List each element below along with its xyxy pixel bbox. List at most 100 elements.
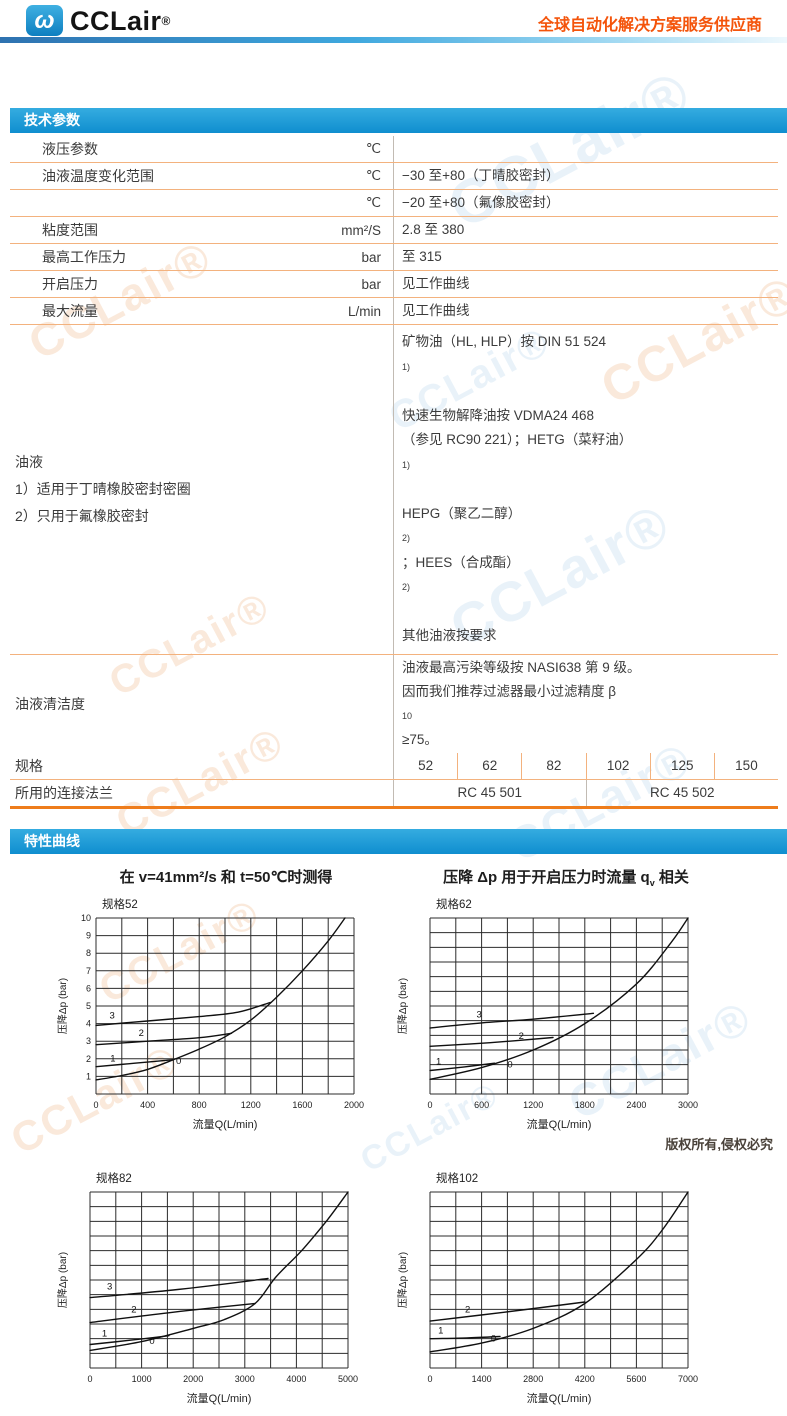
svg-text:7000: 7000 — [678, 1374, 698, 1384]
param-value: 见工作曲线 — [393, 298, 778, 324]
param-unit: bar — [361, 276, 381, 292]
table-row-spec: 规格 52 62 82 102 125 150 — [10, 752, 778, 780]
svg-text:6: 6 — [86, 983, 91, 993]
svg-text:3: 3 — [107, 1281, 112, 1292]
param-value: 见工作曲线 — [393, 271, 778, 297]
brand-logo: ω CCLair® — [26, 5, 171, 38]
param-unit: mm²/S — [341, 222, 381, 238]
param-value: 油液最高污染等级按 NASI638 第 9 级。 因而我们推荐过滤器最小过滤精度 … — [393, 654, 778, 753]
table-row: 开启压力 bar 见工作曲线 — [10, 271, 778, 298]
param-value: 2.8 至 380 — [393, 217, 778, 243]
svg-text:规格52: 规格52 — [102, 897, 138, 911]
param-unit: bar — [361, 249, 381, 265]
svg-text:规格102: 规格102 — [436, 1171, 478, 1185]
svg-text:2: 2 — [139, 1027, 144, 1038]
param-label: 粘度范围 — [42, 222, 98, 238]
table-row: 粘度范围 mm²/S 2.8 至 380 — [10, 217, 778, 244]
svg-text:流量Q(L/min): 流量Q(L/min) — [187, 1391, 252, 1405]
chart-size-62: 规格62 0 600 1200 1800 2400 3000 流量Q(L/min) 压降Δp (… — [396, 894, 736, 1142]
svg-text:2400: 2400 — [626, 1100, 646, 1110]
registered-mark: ® — [161, 14, 171, 28]
param-unit: ℃ — [365, 168, 381, 183]
chart-size-52: 规格52 1 2 3 4 5 6 7 8 9 10 0 400 800 1200 1600 2000 流量Q(L/… — [56, 894, 396, 1142]
brand-logo-icon: ω — [26, 5, 63, 36]
svg-text:600: 600 — [474, 1100, 489, 1110]
flange-cell: RC 45 501 — [457, 785, 523, 800]
svg-text:1200: 1200 — [241, 1100, 261, 1110]
svg-text:0: 0 — [491, 1333, 496, 1344]
curves-subtitle-left: 在 v=41mm²/s 和 t=50℃时测得 — [119, 868, 333, 886]
svg-text:0: 0 — [427, 1374, 432, 1384]
table-row-flange: 所用的连接法兰 RC 45 501 RC 45 502 — [10, 779, 779, 806]
svg-text:1400: 1400 — [472, 1374, 492, 1384]
svg-text:1: 1 — [86, 1071, 91, 1081]
svg-text:10: 10 — [81, 913, 91, 923]
param-unit: ℃ — [365, 195, 381, 210]
copyright-notice: 版权所有,侵权必究 — [665, 1137, 773, 1152]
table-row: 液压参数 ℃ — [10, 136, 778, 163]
svg-text:0: 0 — [176, 1056, 181, 1067]
svg-text:1: 1 — [436, 1056, 441, 1067]
spec-size-cell: 52 — [418, 758, 434, 773]
table-row: 油液温度变化范围 ℃ −30 至+80（丁晴胶密封） — [10, 163, 778, 190]
svg-text:规格62: 规格62 — [436, 897, 472, 911]
param-label: 开启压力 — [42, 276, 98, 292]
svg-text:压降Δp (bar): 压降Δp (bar) — [56, 1251, 69, 1307]
svg-text:流量Q(L/min): 流量Q(L/min) — [527, 1117, 592, 1131]
svg-text:5600: 5600 — [626, 1374, 646, 1384]
curves-charts: 规格52 1 2 3 4 5 6 7 8 9 10 0 400 800 1200 1600 2000 流量Q(L/… — [56, 894, 787, 1416]
svg-text:2000: 2000 — [183, 1374, 203, 1384]
svg-text:1: 1 — [110, 1053, 115, 1064]
table-row: 最大流量 L/min 见工作曲线 — [10, 298, 778, 325]
svg-text:3: 3 — [86, 1036, 91, 1046]
spec-size-cell: 150 — [713, 752, 778, 779]
table-row: 油液 1）适用于丁晴橡胶密封密圈 2）只用于氟橡胶密封 矿物油（HL, HLP）按 D… — [10, 325, 778, 655]
svg-text:2: 2 — [131, 1304, 136, 1315]
param-value — [393, 136, 778, 162]
svg-text:0: 0 — [507, 1059, 512, 1070]
svg-text:3: 3 — [110, 1010, 115, 1021]
param-value: 矿物油（HL, HLP）按 DIN 51 524 1) 快速生物解降油按 VDMA2… — [393, 325, 778, 654]
svg-text:1600: 1600 — [292, 1100, 312, 1110]
param-label: 最高工作压力 — [42, 249, 126, 265]
tech-params-rows: 液压参数 ℃ 油液温度变化范围 ℃ −30 至+80（丁晴胶密封） ℃ −20 至+80（氟… — [10, 136, 778, 753]
param-label: 液压参数 — [42, 141, 98, 157]
param-label: 油液 1）适用于丁晴橡胶密封密圈 2）只用于氟橡胶密封 — [15, 453, 191, 524]
svg-text:0: 0 — [93, 1100, 98, 1110]
flange-cell: RC 45 502 — [585, 779, 779, 806]
header-divider-bar — [0, 37, 787, 43]
svg-text:压降Δp (bar): 压降Δp (bar) — [56, 977, 69, 1033]
table-row: 油液清洁度 油液最高污染等级按 NASI638 第 9 级。 因而我们推荐过滤器最小… — [10, 654, 778, 753]
logo-swoosh-glyph: ω — [34, 6, 55, 34]
param-label: 油液清洁度 — [15, 695, 85, 712]
param-label: 油液温度变化范围 — [42, 168, 154, 184]
svg-text:1200: 1200 — [523, 1100, 543, 1110]
curves-subtitles: 在 v=41mm²/s 和 t=50℃时测得 压降 Δp 用于开启压力时流量 q… — [56, 866, 787, 888]
svg-text:0: 0 — [427, 1100, 432, 1110]
svg-text:3: 3 — [476, 1009, 481, 1020]
svg-text:2: 2 — [86, 1053, 91, 1063]
svg-text:9: 9 — [86, 930, 91, 940]
chart-size-102: 规格102 0 1400 2800 4200 5600 7000 流量Q(L/min) 压降Δp… — [396, 1168, 736, 1416]
param-unit: ℃ — [365, 141, 381, 156]
svg-text:流量Q(L/min): 流量Q(L/min) — [193, 1117, 258, 1131]
param-label: 最大流量 — [42, 303, 98, 319]
section-header-curves: 特性曲线 — [10, 828, 787, 854]
svg-text:压降Δp (bar): 压降Δp (bar) — [396, 1251, 409, 1307]
page-header: ω CCLair® 全球自动化解决方案服务供应商 — [0, 0, 787, 44]
svg-text:压降Δp (bar): 压降Δp (bar) — [396, 977, 409, 1033]
param-value: 至 315 — [393, 244, 778, 270]
svg-text:4: 4 — [86, 1018, 91, 1028]
svg-text:1800: 1800 — [575, 1100, 595, 1110]
svg-text:2000: 2000 — [344, 1100, 364, 1110]
svg-text:3000: 3000 — [678, 1100, 698, 1110]
svg-text:1000: 1000 — [132, 1374, 152, 1384]
svg-text:8: 8 — [86, 948, 91, 958]
company-slogan: 全球自动化解决方案服务供应商 — [537, 17, 762, 34]
param-label: 所用的连接法兰 — [15, 784, 113, 801]
curves-subtitle-right: 压降 Δp 用于开启压力时流量 qv 相关 — [443, 868, 689, 888]
svg-text:7: 7 — [86, 965, 91, 975]
spec-size-cell: 82 — [521, 752, 585, 779]
spec-size-cell: 102 — [585, 752, 650, 779]
svg-text:2800: 2800 — [523, 1374, 543, 1384]
